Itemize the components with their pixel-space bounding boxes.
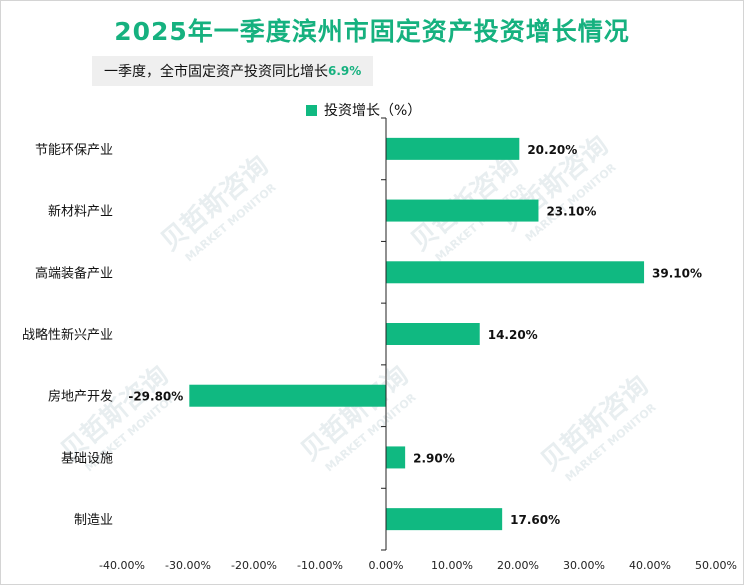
bar-5 [386,446,406,469]
x-tick-label-9: 50.00% [695,559,737,572]
data-label-5: 2.90% [413,451,455,465]
bar-2 [386,261,645,284]
category-label-6: 制造业 [74,513,113,528]
legend: 投资增长（%） [306,100,421,120]
x-tick-label-0: -40.00% [99,559,145,572]
category-label-2: 高端装备产业 [35,265,113,281]
category-label-3: 战略性新兴产业 [22,327,113,343]
bar-0 [386,137,520,160]
bar-4 [189,384,386,407]
bar-1 [386,199,539,222]
subtitle-box: 一季度，全市固定资产投资同比增长 6.9% [92,56,374,86]
x-tick-label-6: 20.00% [497,559,539,572]
legend-label: 投资增长（%） [324,103,422,119]
legend-swatch [306,104,317,116]
x-tick-label-2: -20.00% [231,559,277,572]
data-label-6: 17.60% [510,513,560,527]
bar-6 [386,508,503,531]
data-label-2: 39.10% [652,266,702,280]
x-tick-label-1: -30.00% [165,559,211,572]
data-label-1: 23.10% [546,205,596,219]
category-label-1: 新材料产业 [48,204,113,220]
category-label-4: 房地产开发 [48,389,113,405]
category-label-5: 基础设施 [61,451,113,466]
x-tick-label-3: -10.00% [297,559,343,572]
x-tick-label-7: 30.00% [563,559,605,572]
bars-layer: 20.20% 23.10% 39.10% 14.20% -29.80% 2.90% 17.6… [128,137,702,531]
category-label-0: 节能环保产业 [35,143,113,158]
subtitle-text: 一季度，全市固定资产投资同比增长 [104,64,328,80]
data-label-0: 20.20% [527,143,577,157]
bar-3 [386,323,480,345]
data-label-4: -29.80% [128,390,183,404]
x-tick-label-4: 0.00% [369,559,404,572]
chart-title: 2025年一季度滨州市固定资产投资增长情况 [114,17,630,46]
subtitle-highlight: 6.9% [328,64,362,78]
x-tick-label-5: 10.00% [431,559,473,572]
data-label-3: 14.20% [488,328,538,342]
x-tick-label-8: 40.00% [629,559,671,572]
